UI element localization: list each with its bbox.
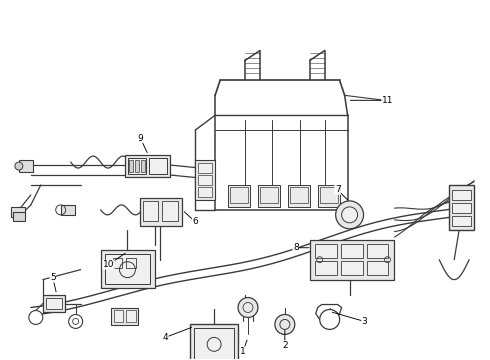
Bar bbox=[11, 207, 25, 217]
Text: 9: 9 bbox=[138, 134, 143, 143]
Bar bbox=[114, 310, 123, 323]
Bar bbox=[260, 187, 278, 203]
Circle shape bbox=[15, 162, 23, 170]
Bar bbox=[61, 205, 74, 215]
Bar bbox=[126, 310, 136, 323]
Bar bbox=[100, 250, 155, 288]
Circle shape bbox=[342, 207, 358, 223]
Bar bbox=[195, 160, 215, 200]
Bar bbox=[162, 201, 178, 221]
Bar bbox=[290, 187, 308, 203]
Text: 11: 11 bbox=[382, 96, 393, 105]
Bar bbox=[310, 240, 394, 280]
Bar bbox=[367, 261, 389, 275]
Bar bbox=[128, 158, 147, 174]
Bar bbox=[367, 244, 389, 258]
Bar bbox=[190, 324, 238, 360]
Text: 8: 8 bbox=[293, 243, 299, 252]
Bar bbox=[141, 198, 182, 226]
Text: 4: 4 bbox=[163, 333, 168, 342]
Bar bbox=[341, 244, 363, 258]
Bar bbox=[315, 244, 337, 258]
Bar bbox=[43, 294, 65, 312]
Bar bbox=[198, 187, 212, 197]
Circle shape bbox=[275, 315, 295, 334]
Bar bbox=[142, 160, 146, 172]
Bar bbox=[198, 175, 212, 185]
Bar bbox=[449, 185, 474, 230]
Text: 2: 2 bbox=[282, 341, 288, 350]
Bar bbox=[315, 261, 337, 275]
Bar bbox=[288, 185, 310, 207]
Bar bbox=[318, 185, 340, 207]
Bar bbox=[144, 201, 158, 221]
Bar bbox=[113, 258, 122, 268]
Text: 3: 3 bbox=[362, 317, 368, 326]
Text: 6: 6 bbox=[192, 217, 198, 226]
Text: 10: 10 bbox=[103, 260, 114, 269]
Bar bbox=[452, 203, 471, 213]
Circle shape bbox=[319, 310, 340, 329]
Bar bbox=[19, 160, 33, 172]
Bar bbox=[198, 163, 212, 173]
Bar bbox=[135, 160, 140, 172]
Bar bbox=[126, 258, 136, 268]
Circle shape bbox=[238, 298, 258, 318]
Circle shape bbox=[29, 310, 43, 324]
Bar bbox=[258, 185, 280, 207]
Text: 7: 7 bbox=[335, 185, 341, 194]
Text: 1: 1 bbox=[240, 347, 246, 356]
Bar bbox=[46, 298, 62, 310]
Bar bbox=[194, 328, 234, 360]
Bar bbox=[341, 261, 363, 275]
Bar bbox=[149, 158, 167, 174]
Bar bbox=[228, 185, 250, 207]
Bar bbox=[111, 307, 138, 325]
Bar bbox=[230, 187, 248, 203]
Bar bbox=[13, 212, 25, 221]
Bar bbox=[452, 216, 471, 226]
Bar bbox=[319, 187, 338, 203]
Text: 5: 5 bbox=[50, 273, 56, 282]
Circle shape bbox=[336, 201, 364, 229]
Bar bbox=[452, 190, 471, 200]
Bar bbox=[125, 155, 171, 177]
Bar bbox=[104, 254, 150, 284]
Bar bbox=[129, 160, 133, 172]
